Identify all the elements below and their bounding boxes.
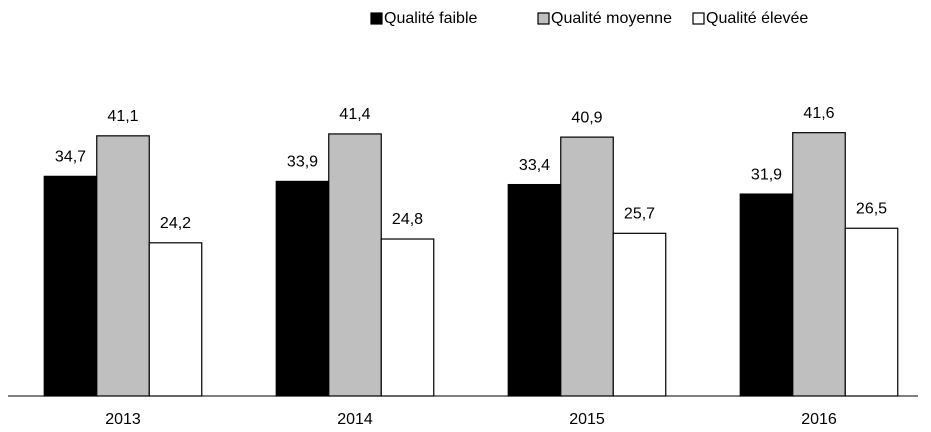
bar (148, 242, 203, 397)
x-tick-label: 2016 (801, 411, 837, 428)
value-label: 25,7 (624, 206, 655, 223)
x-tick-label: 2013 (105, 411, 141, 428)
value-label: 34,7 (55, 149, 86, 166)
legend-swatch (692, 12, 705, 25)
bar (612, 232, 667, 397)
legend-swatch (537, 12, 550, 25)
value-label: 33,9 (287, 154, 318, 171)
bar (844, 227, 899, 397)
value-label: 33,4 (519, 157, 550, 174)
bar (560, 136, 614, 397)
bar (739, 193, 794, 397)
legend-swatch (370, 12, 383, 25)
bar (275, 180, 330, 397)
value-label: 41,4 (339, 106, 370, 123)
bar (792, 132, 846, 397)
bar (380, 238, 435, 397)
legend-label: Qualité moyenne (551, 10, 672, 27)
value-label: 41,1 (107, 108, 138, 125)
x-tick-label: 2015 (569, 411, 605, 428)
legend-label: Qualité élevée (706, 10, 808, 27)
legend-label: Qualité faible (384, 10, 477, 27)
value-label: 31,9 (751, 166, 782, 183)
bar (507, 183, 562, 397)
value-label: 26,5 (856, 200, 887, 217)
value-label: 24,8 (392, 211, 423, 228)
value-label: 40,9 (571, 109, 602, 126)
value-label: 24,2 (160, 215, 191, 232)
value-label: 41,6 (803, 105, 834, 122)
bar (43, 175, 98, 397)
bar (328, 133, 382, 397)
x-tick-label: 2014 (337, 411, 373, 428)
bar (96, 135, 150, 397)
